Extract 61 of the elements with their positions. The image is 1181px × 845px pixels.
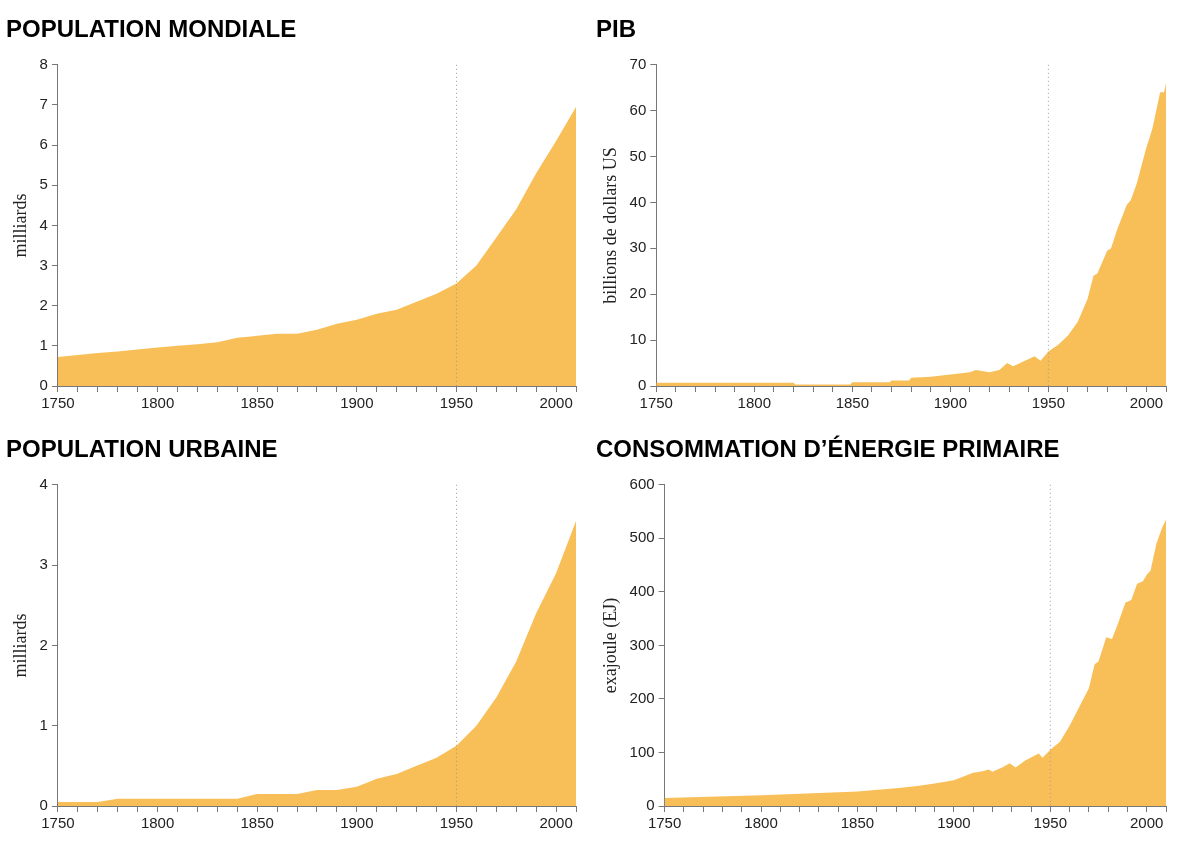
y-tick-label: 200 [629, 689, 655, 707]
x-tick-label: 1900 [933, 394, 968, 412]
x-tick-label: 1800 [140, 394, 175, 412]
y-tick-label: 0 [637, 376, 647, 394]
y-tick-label: 400 [629, 582, 655, 600]
x-tick-label: 1850 [240, 394, 274, 412]
x-tick-label: 1750 [639, 394, 673, 412]
y-tick-label: 20 [629, 284, 647, 302]
y-axis-title: milliards [9, 193, 30, 258]
y-tick-label: 500 [629, 528, 655, 546]
y-tick-label: 0 [39, 796, 48, 814]
x-tick-label: 1850 [240, 814, 274, 832]
x-tick-label: 1950 [439, 814, 474, 832]
y-tick-label: 70 [629, 54, 647, 72]
chart-title: PIB [596, 15, 637, 43]
x-tick-label: 1800 [140, 814, 175, 832]
y-tick-label: 6 [39, 135, 48, 153]
x-tick-label: 2000 [539, 814, 573, 832]
y-tick-label: 4 [39, 474, 48, 492]
y-tick-label: 0 [646, 796, 655, 814]
y-tick-label: 1 [39, 715, 48, 733]
y-axis-title: exajoule (EJ) [599, 597, 621, 694]
x-tick-label: 2000 [1129, 394, 1164, 412]
y-axis-title: milliards [9, 613, 30, 678]
y-tick-label: 100 [629, 742, 655, 760]
y-tick-label: 4 [39, 215, 48, 233]
y-tick-label: 1 [39, 335, 48, 353]
x-tick-label: 1950 [1031, 394, 1066, 412]
x-tick-label: 1950 [439, 394, 474, 412]
x-tick-label: 1900 [937, 814, 971, 832]
chart-title: POPULATION URBAINE [6, 435, 278, 463]
y-tick-label: 50 [629, 146, 647, 164]
chart-title: CONSOMMATION D’ÉNERGIE PRIMAIRE [596, 435, 1060, 463]
y-tick-label: 7 [39, 95, 48, 113]
x-tick-label: 2000 [1130, 814, 1164, 832]
chart-title: POPULATION MONDIALE [6, 15, 297, 43]
y-tick-label: 40 [629, 192, 647, 210]
y-tick-label: 0 [39, 376, 48, 394]
x-tick-label: 1850 [835, 394, 870, 412]
x-tick-label: 1750 [647, 814, 682, 832]
x-tick-label: 1950 [1033, 814, 1067, 832]
y-tick-label: 3 [39, 555, 48, 573]
y-tick-label: 300 [629, 635, 655, 653]
x-tick-label: 1750 [41, 814, 75, 832]
y-tick-label: 600 [629, 474, 655, 492]
y-axis-title: billions de dollars US [599, 147, 620, 304]
y-tick-label: 3 [39, 255, 48, 273]
y-tick-label: 30 [629, 238, 647, 256]
x-tick-label: 2000 [539, 394, 573, 412]
y-tick-label: 5 [39, 175, 48, 193]
x-tick-label: 1850 [840, 814, 875, 832]
x-tick-label: 1800 [744, 814, 778, 832]
x-tick-label: 1750 [41, 394, 75, 412]
x-tick-label: 1900 [340, 814, 374, 832]
y-tick-label: 8 [39, 54, 48, 72]
x-tick-label: 1900 [340, 394, 374, 412]
y-tick-label: 10 [629, 330, 647, 348]
y-tick-label: 2 [39, 295, 48, 313]
y-tick-label: 60 [629, 100, 647, 118]
x-tick-label: 1800 [737, 394, 771, 412]
y-tick-label: 2 [39, 635, 48, 653]
